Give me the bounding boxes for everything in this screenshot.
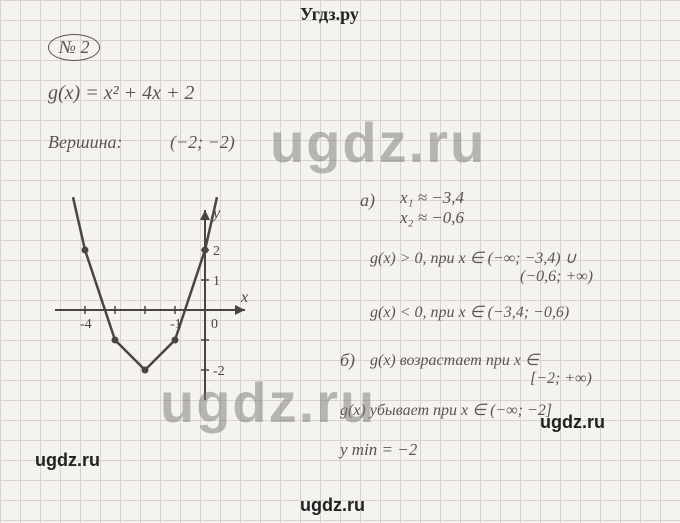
part-b-label: б) [340,350,355,371]
vertex-label: Вершина: [48,132,123,153]
vertex-value: (−2; −2) [170,132,235,153]
ymin-line: y min = −2 [340,440,417,460]
watermark-large-2: ugdz.ru [160,370,376,435]
svg-text:1: 1 [213,274,220,289]
part-a-label: a) [360,190,375,211]
svg-text:x: x [240,289,248,306]
negative-interval: g(x) < 0, при x ∈ (−3,4; −0,6) [370,302,569,322]
root-2: x₂ ≈ −0,6 [400,208,464,228]
watermark-small-2: ugdz.ru [540,412,605,433]
positive-interval-2: (−0,6; +∞) [520,268,593,286]
positive-interval-1: g(x) > 0, при x ∈ (−∞; −3,4) ∪ [370,248,576,268]
increase-line-1: g(x) возрастает при x ∈ [370,350,539,370]
root-1: x₁ ≈ −3,4 [400,188,464,208]
site-header: Угдз.ру [300,4,359,25]
svg-text:2: 2 [213,244,220,259]
svg-text:-4: -4 [80,317,92,332]
watermark-small-3: ugdz.ru [300,495,365,516]
svg-text:0: 0 [211,317,218,332]
function-definition: g(x) = x² + 4x + 2 [48,82,194,105]
problem-number: № 2 [48,34,100,61]
watermark-large-1: ugdz.ru [270,110,486,175]
increase-line-2: [−2; +∞) [530,370,592,388]
watermark-small-1: ugdz.ru [35,450,100,471]
